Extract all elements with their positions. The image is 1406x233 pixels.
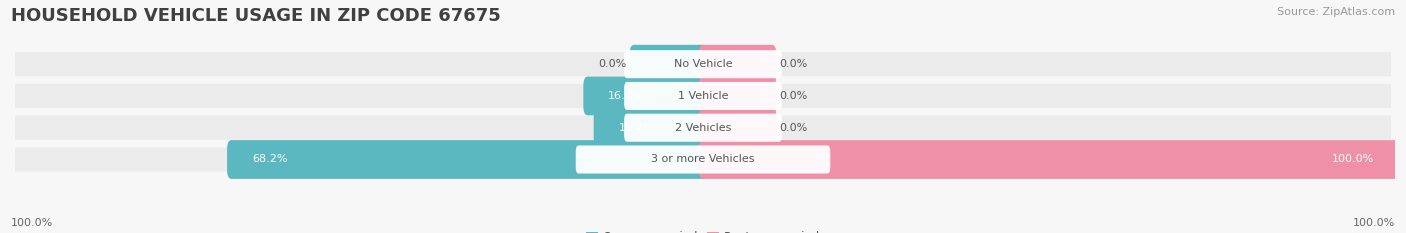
FancyBboxPatch shape <box>228 140 707 179</box>
FancyBboxPatch shape <box>630 45 707 84</box>
FancyBboxPatch shape <box>624 50 782 78</box>
Text: Source: ZipAtlas.com: Source: ZipAtlas.com <box>1277 7 1395 17</box>
Text: 15.2%: 15.2% <box>619 123 654 133</box>
Text: HOUSEHOLD VEHICLE USAGE IN ZIP CODE 67675: HOUSEHOLD VEHICLE USAGE IN ZIP CODE 6767… <box>11 7 501 25</box>
FancyBboxPatch shape <box>15 147 1391 171</box>
Text: 0.0%: 0.0% <box>599 59 627 69</box>
FancyBboxPatch shape <box>15 84 1391 108</box>
Text: 2 Vehicles: 2 Vehicles <box>675 123 731 133</box>
Text: 100.0%: 100.0% <box>1331 154 1374 164</box>
FancyBboxPatch shape <box>699 77 776 115</box>
FancyBboxPatch shape <box>593 108 707 147</box>
FancyBboxPatch shape <box>583 77 707 115</box>
FancyBboxPatch shape <box>575 145 831 174</box>
Text: No Vehicle: No Vehicle <box>673 59 733 69</box>
FancyBboxPatch shape <box>15 116 1391 140</box>
FancyBboxPatch shape <box>624 114 782 142</box>
FancyBboxPatch shape <box>699 45 776 84</box>
Text: 0.0%: 0.0% <box>779 123 807 133</box>
Text: 0.0%: 0.0% <box>779 59 807 69</box>
Text: 0.0%: 0.0% <box>779 91 807 101</box>
Text: 100.0%: 100.0% <box>1353 218 1395 228</box>
Text: 68.2%: 68.2% <box>252 154 287 164</box>
Text: 1 Vehicle: 1 Vehicle <box>678 91 728 101</box>
Text: 3 or more Vehicles: 3 or more Vehicles <box>651 154 755 164</box>
FancyBboxPatch shape <box>699 140 1399 179</box>
FancyBboxPatch shape <box>699 108 776 147</box>
Text: 16.7%: 16.7% <box>609 91 644 101</box>
Text: 100.0%: 100.0% <box>11 218 53 228</box>
Legend: Owner-occupied, Renter-occupied: Owner-occupied, Renter-occupied <box>581 226 825 233</box>
FancyBboxPatch shape <box>15 52 1391 76</box>
FancyBboxPatch shape <box>624 82 782 110</box>
